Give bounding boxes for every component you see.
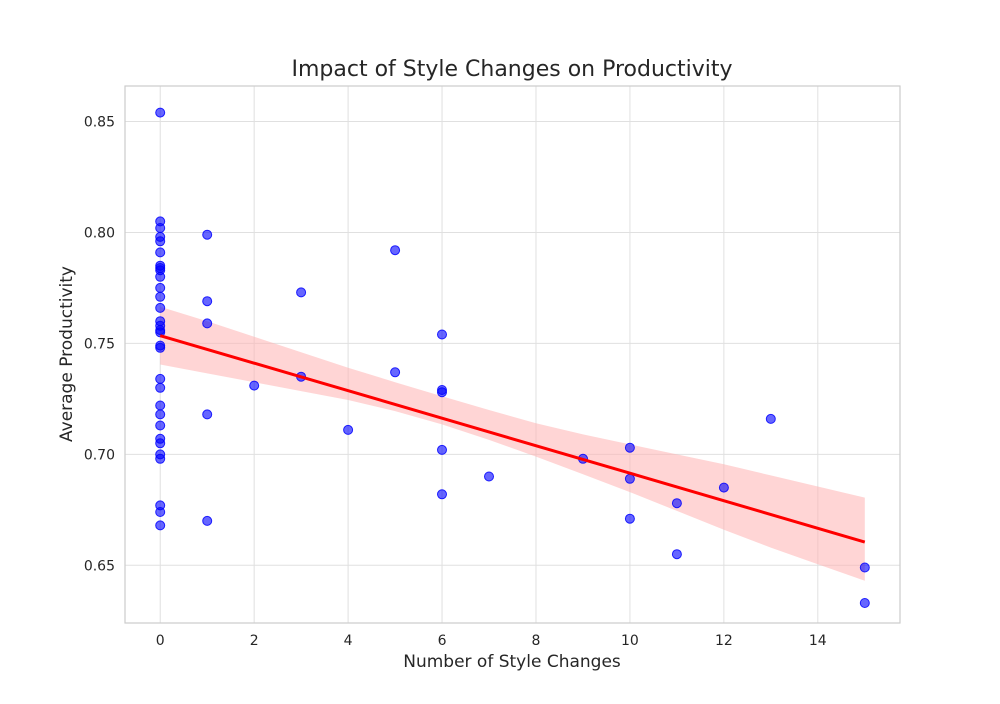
data-point — [390, 245, 401, 256]
y-tick-label: 0.85 — [84, 115, 115, 131]
data-point — [155, 520, 166, 531]
data-point — [155, 291, 166, 302]
data-point — [155, 223, 166, 233]
data-point — [202, 318, 213, 329]
x-tick-label: 10 — [621, 633, 639, 649]
data-point — [155, 247, 166, 258]
data-point — [155, 271, 166, 282]
data-point — [155, 342, 166, 353]
data-point — [437, 444, 447, 455]
data-point — [155, 236, 166, 247]
data-point — [859, 562, 870, 573]
y-tick-label: 0.70 — [84, 447, 115, 463]
data-point — [155, 420, 166, 431]
data-point — [484, 471, 494, 482]
x-tick-label: 4 — [344, 633, 353, 649]
data-point — [624, 513, 635, 524]
x-tick-label: 6 — [438, 633, 447, 649]
x-tick-label: 14 — [809, 633, 827, 649]
regression-line — [159, 334, 866, 544]
y-tick-label: 0.75 — [84, 336, 115, 352]
x-tick-label: 8 — [532, 633, 541, 649]
points-layer — [155, 107, 870, 608]
data-point — [155, 453, 166, 464]
regression-line-layer — [159, 334, 866, 544]
x-tick-label: 2 — [250, 633, 259, 649]
data-point — [437, 387, 447, 398]
data-point — [202, 409, 213, 420]
data-point — [437, 489, 447, 500]
data-point — [296, 287, 307, 298]
data-point — [155, 507, 166, 517]
x-axis-label: Number of Style Changes — [403, 652, 621, 672]
data-point — [437, 329, 447, 340]
data-point — [155, 409, 166, 420]
data-point — [249, 380, 260, 391]
y-tick-labels: 0.65 0.70 0.75 0.80 0.85 — [84, 115, 115, 575]
data-point — [202, 229, 213, 240]
y-tick-label: 0.65 — [84, 558, 115, 574]
data-point — [671, 498, 682, 509]
data-point — [155, 282, 166, 293]
data-point — [155, 400, 166, 411]
confidence-band-layer — [160, 306, 865, 581]
data-point — [155, 373, 166, 384]
x-tick-label: 0 — [156, 633, 165, 649]
data-point — [671, 549, 682, 560]
x-tick-label: 12 — [715, 633, 733, 649]
data-point — [624, 442, 635, 453]
data-point — [155, 438, 166, 449]
data-point — [718, 482, 729, 493]
data-point — [155, 107, 166, 118]
data-point — [202, 515, 213, 526]
data-point — [343, 424, 354, 435]
confidence-band — [160, 306, 865, 581]
data-point — [155, 302, 166, 313]
data-point — [859, 598, 870, 608]
chart-title: Impact of Style Changes on Productivity — [291, 57, 732, 82]
x-tick-labels: 0 2 4 6 8 10 12 14 — [156, 633, 827, 649]
plot-frame — [124, 85, 901, 624]
data-point — [155, 382, 166, 393]
data-point — [202, 296, 213, 307]
data-point — [390, 367, 401, 378]
data-point — [765, 413, 776, 424]
y-tick-label: 0.80 — [84, 225, 115, 241]
y-axis-label: Average Productivity — [57, 266, 77, 442]
